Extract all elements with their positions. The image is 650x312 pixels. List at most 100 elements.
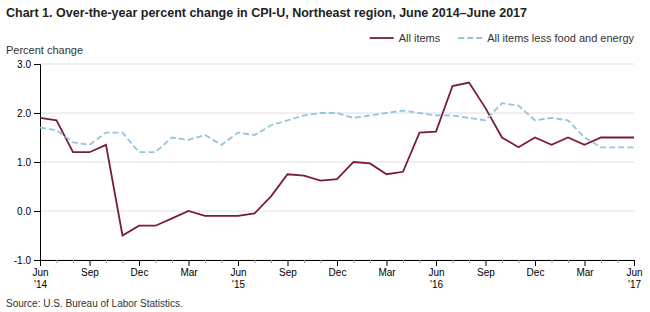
x-axis-line xyxy=(41,261,635,267)
x-tick-label: Jun'16 xyxy=(428,267,444,290)
y-tick: 2.0 xyxy=(17,108,40,119)
series-line xyxy=(40,103,634,152)
x-tick xyxy=(222,260,223,263)
legend-label: All items less food and energy xyxy=(487,32,634,44)
x-tick xyxy=(304,260,305,263)
x-tick-label-line: Mar xyxy=(180,267,198,278)
series-line xyxy=(40,83,634,236)
x-tick-mark xyxy=(535,260,536,266)
x-tick xyxy=(321,260,322,263)
x-tick-label: Dec xyxy=(527,267,545,278)
x-tick-mark xyxy=(205,260,206,263)
x-tick-label: Sep xyxy=(477,267,495,278)
x-tick: Mar xyxy=(180,260,198,278)
x-tick-mark xyxy=(123,260,124,263)
y-axis: -1.0 0.0 1.0 2.0 3.0 xyxy=(14,59,41,266)
x-tick: Jun'14 xyxy=(32,260,48,290)
y-axis-line xyxy=(34,65,41,261)
x-tick-mark xyxy=(337,260,338,266)
x-tick-mark xyxy=(618,260,619,263)
y-tick: -1.0 xyxy=(14,255,40,266)
x-tick-mark xyxy=(90,260,91,266)
x-tick-label: Mar xyxy=(378,267,396,278)
x-tick-mark xyxy=(453,260,454,263)
x-tick xyxy=(568,260,569,263)
x-tick-label: Dec xyxy=(329,267,347,278)
plot: -1.00.01.02.03.0Jun'14SepDecMarJun'15Sep… xyxy=(14,59,643,290)
y-tick: 1.0 xyxy=(17,157,40,168)
x-tick-mark xyxy=(106,260,107,263)
x-tick-label: Sep xyxy=(279,267,297,278)
x-tick xyxy=(57,260,58,263)
x-tick-mark xyxy=(139,260,140,266)
x-tick-mark xyxy=(634,260,635,266)
x-tick: Dec xyxy=(527,260,545,278)
x-tick-label: Jun'14 xyxy=(32,267,48,290)
y-tick-mark xyxy=(34,162,40,163)
x-tick-mark xyxy=(387,260,388,266)
x-tick xyxy=(172,260,173,263)
x-tick: Jun'16 xyxy=(428,260,444,290)
x-tick xyxy=(502,260,503,263)
x-tick-label: Dec xyxy=(131,267,149,278)
y-tick-mark xyxy=(34,211,40,212)
grid-line xyxy=(40,211,634,212)
x-tick-label-line: Sep xyxy=(81,267,99,278)
x-tick xyxy=(156,260,157,263)
x-tick-mark xyxy=(354,260,355,263)
y-tick-label: 3.0 xyxy=(17,59,31,70)
x-tick-mark xyxy=(255,260,256,263)
x-tick xyxy=(73,260,74,263)
x-tick: Dec xyxy=(131,260,149,278)
x-tick-mark xyxy=(370,260,371,263)
y-tick-label: 0.0 xyxy=(17,206,31,217)
x-tick: Sep xyxy=(279,260,297,278)
legend-item: All items less food and energy xyxy=(458,32,634,44)
y-tick: 3.0 xyxy=(17,59,40,70)
x-tick-mark xyxy=(156,260,157,263)
x-tick-mark xyxy=(304,260,305,263)
x-tick xyxy=(420,260,421,263)
x-tick-mark xyxy=(552,260,553,263)
x-tick-mark xyxy=(403,260,404,263)
x-tick-label-line: Mar xyxy=(378,267,396,278)
legend: All itemsAll items less food and energy xyxy=(370,32,635,44)
x-tick-label-line: Dec xyxy=(527,267,545,278)
x-tick-label-line: Jun xyxy=(32,267,48,278)
x-tick-mark xyxy=(172,260,173,263)
x-tick: Dec xyxy=(329,260,347,278)
x-tick-mark xyxy=(585,260,586,266)
y-tick-mark xyxy=(34,260,40,261)
x-tick xyxy=(123,260,124,263)
x-tick xyxy=(403,260,404,263)
y-tick-label: 1.0 xyxy=(17,157,31,168)
x-tick-mark xyxy=(271,260,272,263)
y-tick: 0.0 xyxy=(17,206,40,217)
x-tick-mark xyxy=(238,260,239,266)
x-tick-label: Jun'15 xyxy=(230,267,246,290)
y-tick-label: 2.0 xyxy=(17,108,31,119)
legend-swatch xyxy=(370,37,394,39)
grid-line xyxy=(40,113,634,114)
x-tick-label-line: Mar xyxy=(576,267,594,278)
x-tick xyxy=(271,260,272,263)
x-tick xyxy=(552,260,553,263)
x-tick-mark xyxy=(222,260,223,263)
x-tick xyxy=(601,260,602,263)
x-tick-label: Mar xyxy=(180,267,198,278)
x-tick xyxy=(370,260,371,263)
x-tick-label-line: '15 xyxy=(232,279,245,290)
x-tick-label-line: Jun xyxy=(428,267,444,278)
x-tick xyxy=(469,260,470,263)
x-tick-mark xyxy=(469,260,470,263)
x-tick xyxy=(519,260,520,263)
x-tick xyxy=(618,260,619,263)
grid-line xyxy=(40,64,634,65)
legend-swatch xyxy=(458,37,482,39)
x-tick xyxy=(205,260,206,263)
x-tick xyxy=(453,260,454,263)
x-tick: Mar xyxy=(576,260,594,278)
x-tick-label: Mar xyxy=(576,267,594,278)
x-tick-label: Jun'17 xyxy=(626,267,642,290)
x-tick: Sep xyxy=(477,260,495,278)
